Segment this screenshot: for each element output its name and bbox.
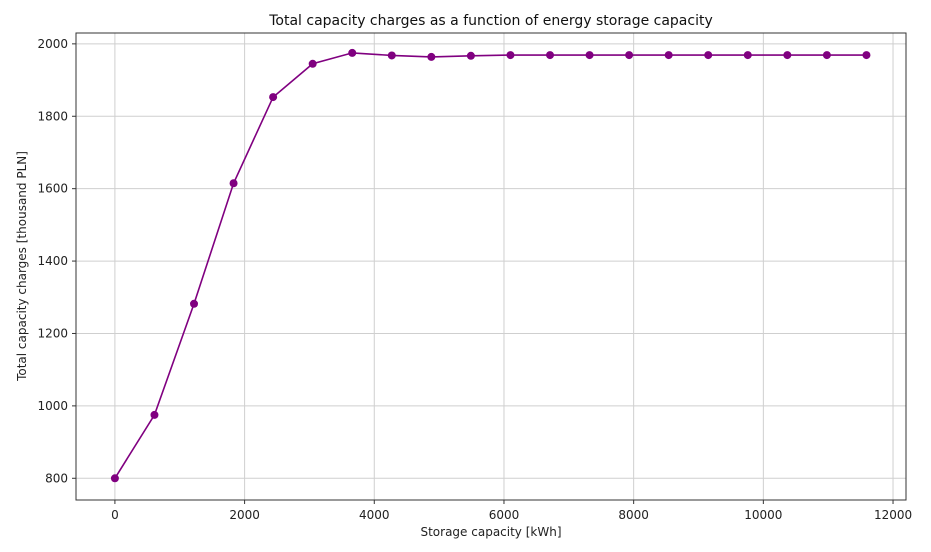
data-point <box>822 51 831 60</box>
y-tick-label: 1800 <box>37 109 68 123</box>
x-tick-label: 8000 <box>618 508 649 522</box>
data-point <box>269 93 278 102</box>
grid <box>76 33 906 500</box>
data-point <box>664 51 673 60</box>
y-tick-label: 1200 <box>37 326 68 340</box>
y-axis-label: Total capacity charges [thousand PLN] <box>15 151 29 382</box>
data-point <box>625 51 634 60</box>
data-point <box>427 52 436 61</box>
data-point <box>348 48 357 57</box>
y-tick-label: 800 <box>45 471 68 485</box>
y-tick-label: 1600 <box>37 182 68 196</box>
data-point <box>387 51 396 60</box>
data-point <box>466 51 475 60</box>
y-tick-label: 2000 <box>37 37 68 51</box>
data-point <box>308 59 317 68</box>
data-point <box>743 51 752 60</box>
plot-frame <box>75 32 907 501</box>
series-group <box>110 48 871 483</box>
chart-title: Total capacity charges as a function of … <box>268 13 713 29</box>
x-tick-label: 2000 <box>229 508 260 522</box>
data-point <box>506 51 515 60</box>
y-tick-label: 1400 <box>37 254 68 268</box>
x-tick-label: 10000 <box>744 508 782 522</box>
x-tick-label: 12000 <box>874 508 912 522</box>
x-axis-label: Storage capacity [kWh] <box>420 525 561 539</box>
data-point <box>546 51 555 60</box>
y-tick-label: 1000 <box>37 399 68 413</box>
x-tick-label: 6000 <box>489 508 520 522</box>
data-point <box>229 179 238 188</box>
series-line <box>114 52 867 479</box>
data-point <box>190 299 199 308</box>
x-tick-label: 4000 <box>359 508 390 522</box>
data-point <box>150 410 159 419</box>
axis-ticks: 0 2000 4000 6000 8000 10000 12000 800 1000 1200 14… <box>37 37 912 522</box>
data-point <box>110 474 119 483</box>
data-point <box>862 51 871 60</box>
data-point <box>704 51 713 60</box>
data-point <box>783 51 792 60</box>
x-tick-label: 0 <box>111 508 119 522</box>
data-point <box>585 51 594 60</box>
